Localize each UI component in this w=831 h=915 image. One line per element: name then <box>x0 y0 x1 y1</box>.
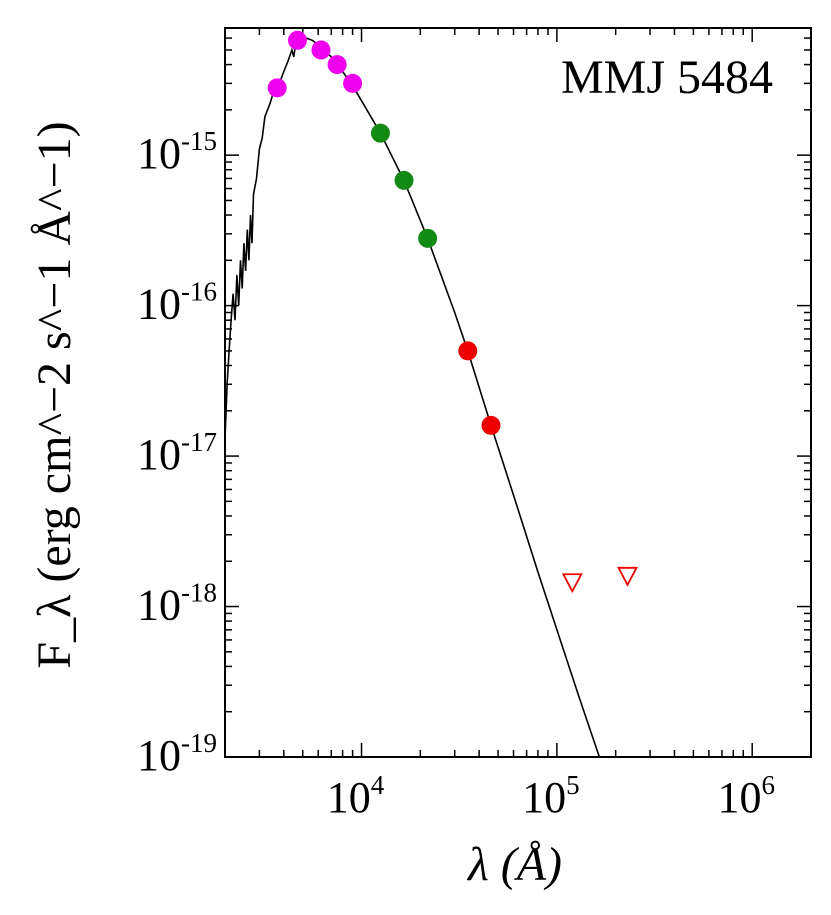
y-tick-label: 10-18 <box>137 578 217 630</box>
upper-limit-marker <box>561 573 583 594</box>
axis-tick-labels: 104 105 106 10-15 10-16 10-17 10-18 10-19 <box>137 126 775 822</box>
x-axis-title: λ (Å) <box>466 838 562 891</box>
x-tick-label: 104 <box>327 770 385 822</box>
data-point-optical <box>327 55 347 75</box>
x-tick-label: 105 <box>522 770 580 822</box>
plot-frame <box>224 27 812 758</box>
data-points <box>267 30 639 594</box>
object-label: MMJ 5484 <box>561 51 773 104</box>
data-point-mid-infrared <box>481 415 501 435</box>
x-tick-label: 106 <box>717 770 775 822</box>
data-point-optical <box>287 30 307 50</box>
y-tick-label: 10-15 <box>137 126 217 178</box>
data-point-mid-infrared <box>458 341 478 361</box>
data-point-optical <box>267 78 287 98</box>
y-tick-label: 10-19 <box>137 728 217 780</box>
data-point-optical <box>311 40 331 60</box>
axis-ticks <box>224 27 812 758</box>
model-spectrum-line <box>225 37 601 757</box>
y-tick-label: 10-16 <box>137 277 217 329</box>
data-point-optical <box>343 73 363 93</box>
upper-limit-marker <box>617 566 639 587</box>
data-point-near-infrared <box>370 123 390 143</box>
data-point-near-infrared <box>394 170 414 190</box>
data-point-near-infrared <box>418 228 438 248</box>
y-axis-title: F_λ (erg cm^−2 s^−1 Å^−1) <box>28 121 81 668</box>
y-tick-label: 10-17 <box>137 427 217 479</box>
